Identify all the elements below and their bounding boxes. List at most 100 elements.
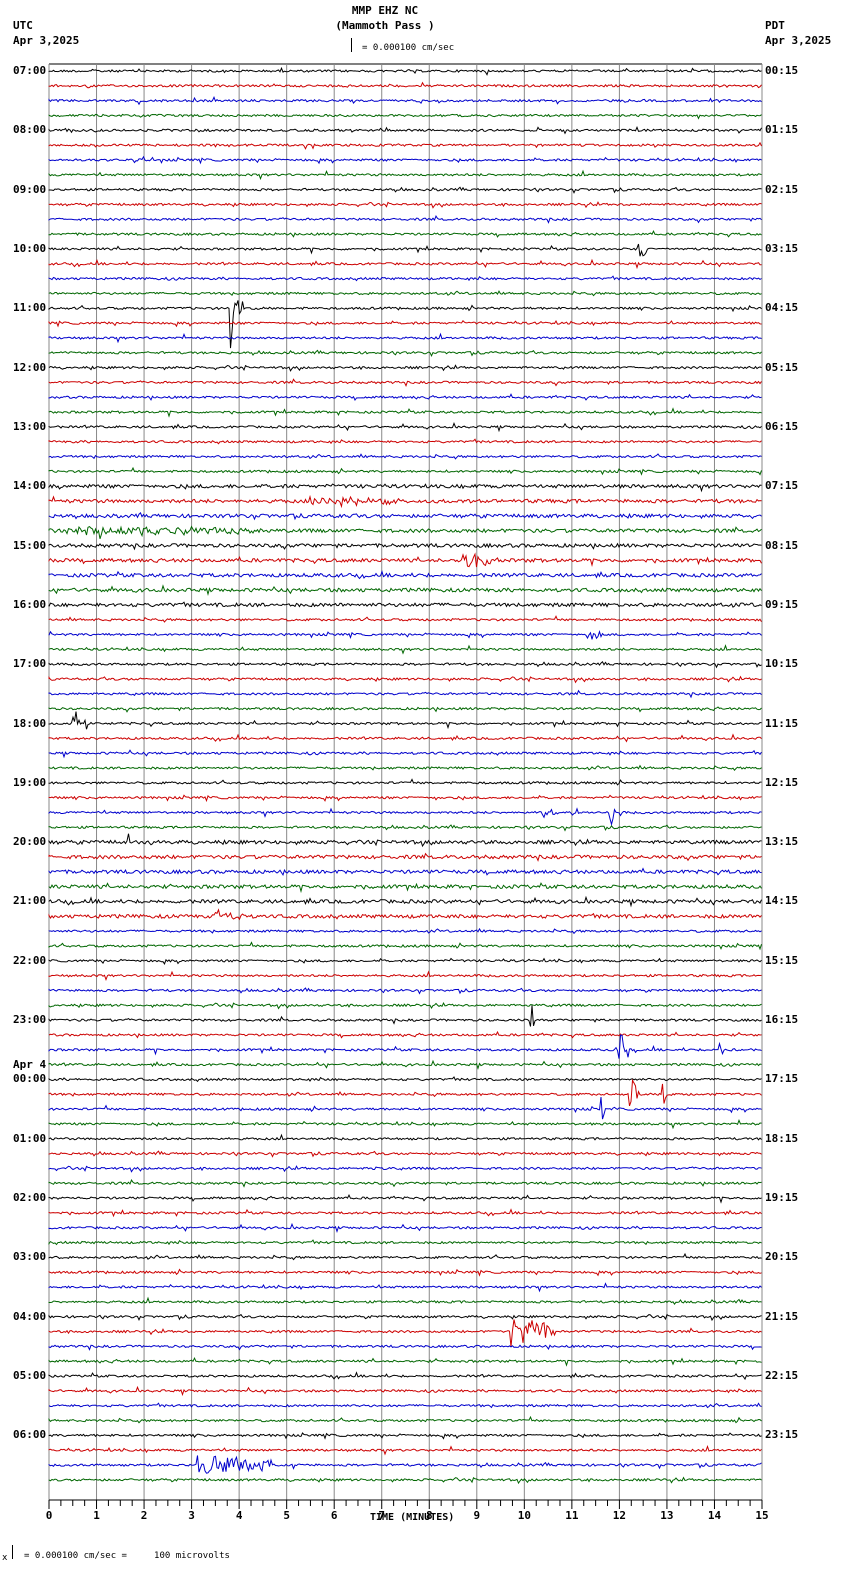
utc-hour-label: 03:00	[13, 1250, 47, 1264]
pdt-hour-label: 11:15	[765, 716, 799, 730]
utc-hour-label: 11:00	[13, 301, 47, 315]
svg-text:13: 13	[660, 1509, 673, 1522]
utc-hour-label: 18:00	[13, 716, 47, 730]
trace-line	[48, 1133, 762, 1141]
trace-line	[48, 749, 762, 759]
trace-line	[48, 258, 762, 270]
trace-line	[48, 1078, 762, 1107]
utc-hour-label: 04:00	[13, 1309, 47, 1323]
svg-text:3: 3	[188, 1509, 195, 1522]
utc-hour-label: 20:00	[13, 835, 47, 849]
trace-line	[48, 393, 762, 401]
trace-line	[48, 1076, 762, 1083]
right-date: Apr 3,2025	[765, 34, 832, 47]
trace-line	[48, 453, 762, 460]
trace-line	[48, 1193, 762, 1204]
trace-line	[48, 1415, 762, 1424]
utc-hour-label: 02:00	[13, 1191, 47, 1205]
trace-line	[48, 1432, 762, 1440]
pdt-hour-label: 17:15	[765, 1072, 799, 1086]
trace-line	[48, 552, 762, 568]
trace-line	[48, 1222, 762, 1234]
trace-line	[48, 1344, 762, 1351]
trace-line	[48, 125, 762, 135]
trace-line	[48, 1030, 762, 1039]
trace-line	[48, 1385, 762, 1397]
svg-text:12: 12	[613, 1509, 626, 1522]
trace-line	[48, 1319, 762, 1347]
trace-line	[48, 908, 762, 921]
trace-line	[48, 201, 762, 209]
trace-line	[48, 378, 762, 388]
pdt-hour-label: 13:15	[765, 835, 799, 849]
trace-line	[48, 483, 762, 493]
trace-line	[48, 1002, 762, 1010]
pdt-hour-label: 00:15	[765, 64, 799, 77]
utc-hour-label: 10:00	[13, 241, 47, 255]
utc-hour-label: 08:00	[13, 123, 47, 137]
trace-line	[48, 1059, 762, 1070]
utc-hour-label: 14:00	[13, 479, 47, 493]
utc-hour-label: 13:00	[13, 419, 47, 433]
trace-line	[48, 300, 762, 349]
utc-hour-label: 00:00	[13, 1072, 47, 1086]
utc-hour-label: 05:00	[13, 1369, 47, 1383]
trace-line	[48, 1005, 762, 1027]
trace-line	[48, 1402, 762, 1409]
pdt-hour-label: 06:15	[765, 419, 799, 433]
trace-line	[48, 882, 762, 894]
trace-line	[48, 852, 762, 862]
date-change-label: Apr 4	[13, 1058, 47, 1072]
trace-line	[48, 215, 762, 224]
svg-text:1: 1	[93, 1509, 100, 1522]
svg-text:2: 2	[141, 1509, 148, 1522]
trace-line	[48, 1476, 762, 1485]
pdt-hour-label: 12:15	[765, 775, 799, 789]
trace-line	[48, 1357, 762, 1367]
trace-line	[48, 1268, 762, 1277]
svg-text:5: 5	[283, 1509, 290, 1522]
trace-line	[48, 957, 762, 965]
trace-line	[48, 1252, 762, 1261]
utc-hour-label: 09:00	[13, 182, 47, 196]
trace-line	[48, 615, 762, 623]
pdt-hour-label: 01:15	[765, 123, 799, 137]
trace-line	[48, 466, 762, 476]
svg-text:6: 6	[331, 1509, 338, 1522]
svg-text:11: 11	[565, 1509, 579, 1522]
trace-line	[48, 807, 762, 827]
trace-line	[48, 525, 762, 539]
trace-line	[48, 243, 762, 257]
left-timezone: UTC	[13, 19, 33, 32]
utc-hour-label: 15:00	[13, 538, 47, 552]
pdt-hour-label: 05:15	[765, 360, 799, 374]
footer-scale-bar-icon	[12, 1545, 16, 1559]
footer-scale-text: = 0.000100 cm/sec = 100 microvolts	[24, 1551, 230, 1561]
svg-text:8: 8	[426, 1509, 433, 1522]
trace-line	[48, 155, 762, 165]
trace-line	[48, 867, 762, 877]
pdt-hour-label: 16:15	[765, 1013, 799, 1027]
trace-line	[48, 1239, 762, 1246]
svg-text:0: 0	[46, 1509, 53, 1522]
trace-line	[48, 733, 762, 743]
trace-line	[48, 407, 762, 418]
svg-text:9: 9	[473, 1509, 480, 1522]
trace-line	[48, 927, 762, 935]
pdt-hour-label: 04:15	[765, 301, 799, 315]
pdt-hour-label: 18:15	[765, 1131, 799, 1145]
pdt-hour-label: 23:15	[765, 1428, 799, 1442]
trace-line	[48, 1179, 762, 1188]
trace-line	[48, 1208, 762, 1218]
pdt-hour-label: 09:15	[765, 597, 799, 611]
trace-line	[48, 833, 762, 848]
pdt-hour-label: 20:15	[765, 1250, 799, 1264]
trace-line	[48, 332, 762, 344]
svg-text:10: 10	[518, 1509, 531, 1522]
trace-line	[48, 1150, 762, 1158]
utc-hour-label: 16:00	[13, 597, 47, 611]
trace-line	[48, 230, 762, 238]
pdt-hour-label: 21:15	[765, 1309, 799, 1323]
pdt-hour-label: 10:15	[765, 657, 799, 671]
